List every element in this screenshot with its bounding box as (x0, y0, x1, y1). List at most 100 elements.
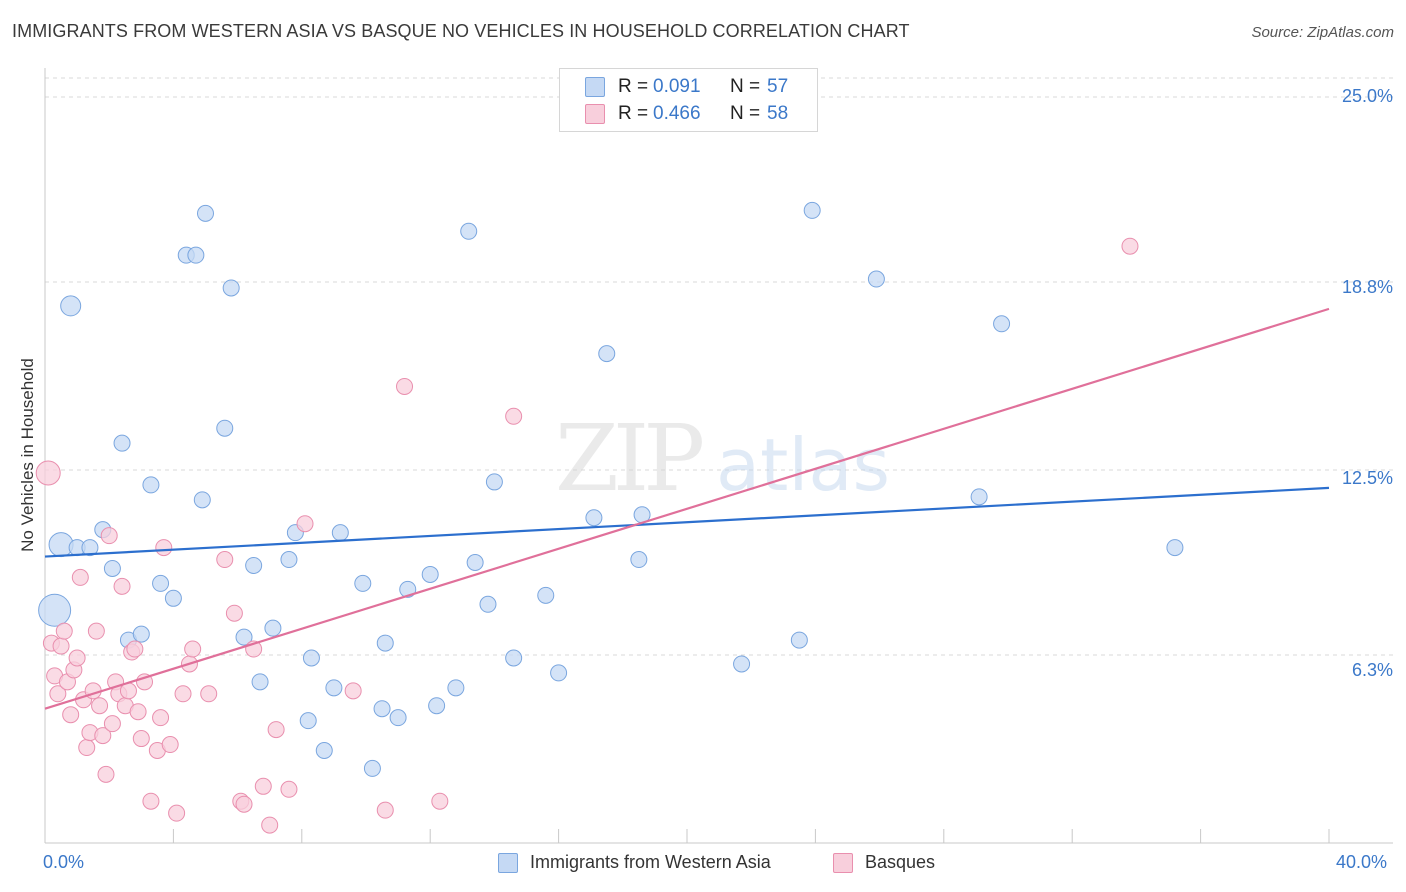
series-legend: Immigrants from Western Asia Basques (0, 852, 1406, 878)
point-western-asia (187, 246, 205, 264)
point-basques (261, 816, 279, 834)
point-basques (94, 727, 112, 745)
point-western-asia (466, 554, 484, 572)
point-western-asia (81, 539, 99, 557)
point-western-asia (363, 759, 381, 777)
point-basques (91, 697, 109, 715)
point-western-asia (164, 589, 182, 607)
point-basques (55, 622, 73, 640)
point-basques (254, 777, 272, 795)
point-western-asia (113, 434, 131, 452)
axes (44, 68, 1393, 844)
point-western-asia (216, 419, 234, 437)
y-tick-label: 25.0% (1341, 86, 1393, 106)
point-basques (225, 604, 243, 622)
point-western-asia (103, 559, 121, 577)
point-western-asia (354, 574, 372, 592)
chart-title: IMMIGRANTS FROM WESTERN ASIA VS BASQUE N… (12, 21, 910, 41)
y-tick-label: 12.5% (1341, 468, 1393, 488)
point-western-asia (193, 491, 211, 509)
point-western-asia (389, 709, 407, 727)
point-western-asia (585, 509, 603, 527)
point-basques (97, 765, 115, 783)
x-tick-max: 40.0% (1336, 852, 1388, 872)
point-western-asia (733, 655, 751, 673)
point-western-asia (630, 551, 648, 569)
source-label: Source: ZipAtlas.com (1251, 24, 1394, 41)
point-western-asia (970, 488, 988, 506)
point-basques (235, 795, 253, 813)
point-western-asia (197, 204, 214, 222)
point-western-asia (245, 556, 263, 574)
point-basques (505, 407, 523, 425)
point-western-asia (550, 664, 568, 682)
point-basques (62, 706, 80, 724)
legend-item-basques[interactable]: Basques (833, 852, 935, 873)
watermark-zip: ZIP (555, 405, 702, 512)
point-basques (87, 622, 105, 640)
point-basques (296, 515, 314, 533)
point-basques (35, 460, 61, 486)
point-western-asia (867, 270, 885, 288)
point-basques (68, 649, 86, 667)
point-basques (152, 709, 170, 727)
legend-label: Basques (865, 852, 936, 872)
x-tick-min: 0.0% (43, 852, 85, 872)
point-western-asia (280, 551, 298, 569)
point-basques (376, 801, 394, 819)
point-western-asia (302, 649, 320, 667)
point-western-asia (485, 473, 503, 491)
point-western-asia (331, 524, 349, 542)
point-basques (267, 721, 285, 739)
point-basques (126, 640, 144, 658)
point-basques (49, 685, 67, 703)
point-western-asia (152, 574, 170, 592)
point-basques (200, 685, 218, 703)
point-western-asia (251, 673, 269, 691)
point-basques (168, 804, 186, 822)
legend-n-value: 57 (767, 76, 789, 97)
legend-swatch-blue (498, 852, 518, 873)
point-basques (396, 377, 414, 395)
legend-item-western-asia[interactable]: Immigrants from Western Asia (498, 852, 771, 873)
point-basques (113, 577, 131, 595)
point-western-asia (264, 619, 282, 637)
point-western-asia (222, 279, 240, 297)
point-western-asia (315, 741, 333, 759)
legend-r-label: R = (618, 103, 649, 124)
point-western-asia (142, 476, 160, 494)
point-western-asia (460, 222, 478, 240)
y-tick-label: 6.3% (1351, 660, 1393, 680)
legend-r-value: 0.466 (653, 103, 701, 124)
point-basques (184, 640, 202, 658)
legend-r-value: 0.091 (653, 76, 701, 97)
point-western-asia (537, 586, 555, 604)
point-basques (103, 715, 121, 733)
point-western-asia (38, 593, 72, 627)
point-western-asia (993, 315, 1011, 333)
trend-lines (44, 307, 1330, 710)
point-basques (280, 780, 298, 798)
point-western-asia (376, 634, 394, 652)
point-western-asia (421, 565, 439, 583)
point-basques (174, 685, 192, 703)
correlation-legend: R = 0.091 N = 57 R = 0.466 N = 58 (559, 68, 818, 132)
point-western-asia (60, 295, 82, 317)
point-basques (52, 637, 70, 655)
series-basques-points (35, 237, 1139, 834)
point-basques (155, 539, 173, 557)
point-western-asia (299, 712, 317, 730)
legend-n-label: N = (730, 103, 761, 124)
point-western-asia (399, 580, 417, 598)
legend-swatch-blue (585, 77, 605, 97)
point-basques (1121, 237, 1139, 255)
point-basques (78, 739, 96, 757)
trend-line-western-asia (44, 486, 1330, 558)
point-western-asia (790, 631, 808, 649)
legend-n-value: 58 (767, 103, 789, 124)
point-basques (132, 730, 150, 748)
watermark-atlas: atlas (716, 423, 890, 507)
point-western-asia (598, 345, 616, 363)
point-basques (216, 551, 234, 569)
